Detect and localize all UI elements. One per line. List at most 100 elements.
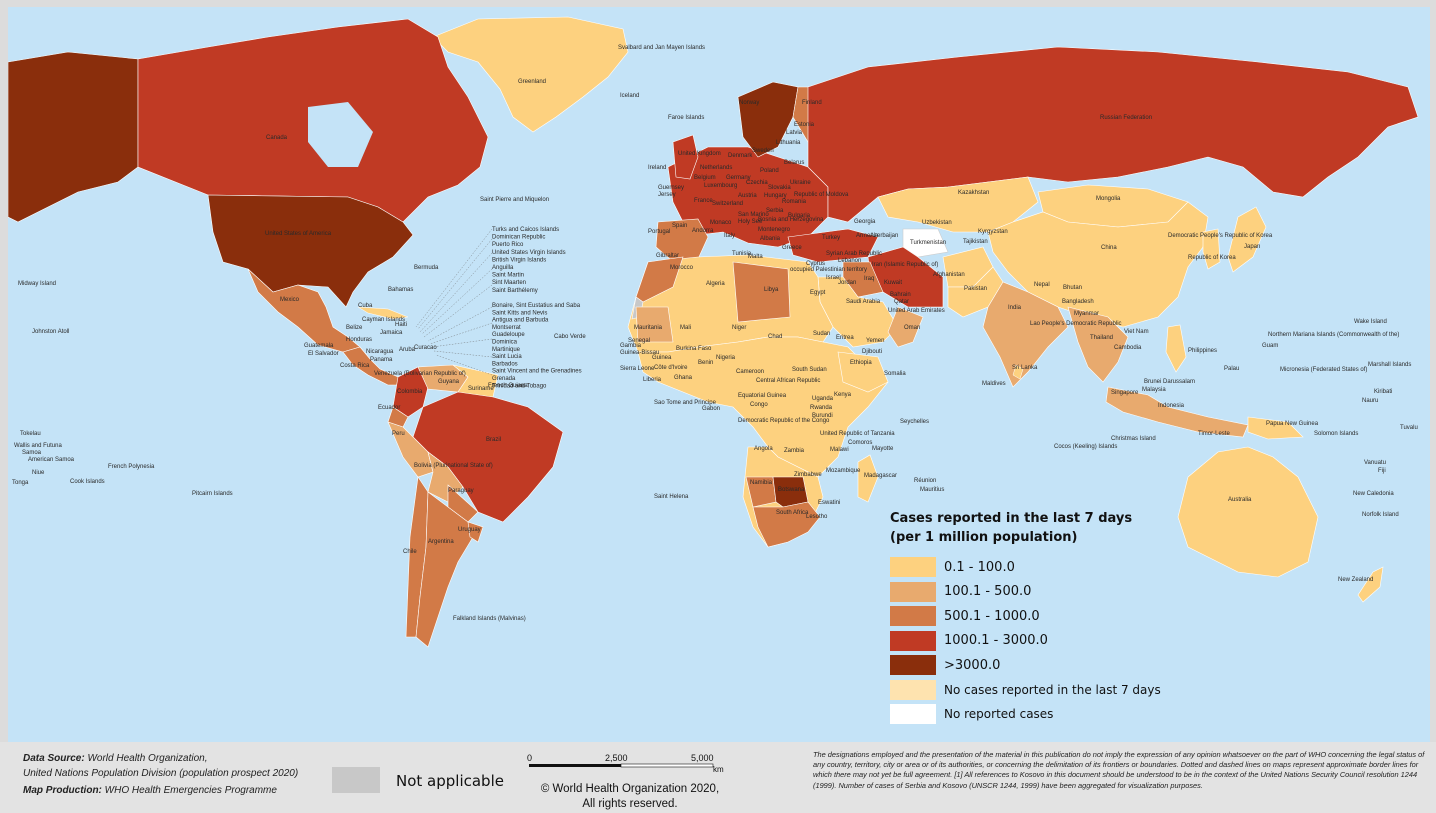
label-niger: Niger xyxy=(732,325,746,331)
label-jamaica: Jamaica xyxy=(380,330,403,336)
label-kuwait: Kuwait xyxy=(884,280,902,286)
label-eqguinea: Equatorial Guinea xyxy=(738,393,787,399)
label-tajikistan: Tajikistan xyxy=(963,239,988,245)
label-guatemala: Guatemala xyxy=(304,343,334,349)
label-malaysia: Malaysia xyxy=(1142,387,1166,393)
caribbean-list-item: Turks and Caicos Islands xyxy=(492,227,559,233)
label-elsalvador: El Salvador xyxy=(308,351,339,357)
label-cocos: Cocos (Keeling) Islands xyxy=(1054,444,1117,450)
copyright-line1: © World Health Organization 2020, xyxy=(540,783,720,795)
label-cayman: Cayman Islands xyxy=(362,317,405,323)
label-peru: Peru xyxy=(392,431,405,437)
caribbean-list-item: Sint Maarten xyxy=(492,280,526,286)
label-india: India xyxy=(1008,305,1022,311)
label-bosnia: Bosnia and Herzegovina xyxy=(758,217,824,223)
label-iran: Iran (Islamic Republic of) xyxy=(872,262,938,268)
oman-region xyxy=(887,306,924,348)
russia-region xyxy=(807,46,1419,223)
caribbean-list-item: British Virgin Islands xyxy=(492,257,546,263)
label-monaco: Monaco xyxy=(710,220,732,226)
label-bolivia: Bolivia (Plurinational State of) xyxy=(414,463,493,469)
legend-swatch xyxy=(890,557,936,578)
caribbean-list-item: Saint Barthélemy xyxy=(492,288,538,294)
label-libya: Libya xyxy=(764,287,779,293)
label-iceland: Iceland xyxy=(620,93,639,99)
label-france: France xyxy=(694,198,713,204)
label-denmark: Denmark xyxy=(728,153,753,159)
caribbean-list-item: United States Virgin Islands xyxy=(492,250,566,256)
label-netherlands: Netherlands xyxy=(700,165,732,171)
label-poland: Poland xyxy=(760,168,779,174)
label-pitcairn: Pitcairn Islands xyxy=(192,491,233,497)
label-lebanon: Lebanon xyxy=(838,258,861,264)
label-guineabissau: Guinea-Bissau xyxy=(620,350,659,356)
label-nicaragua: Nicaragua xyxy=(366,349,394,355)
label-cyprus: Cyprus xyxy=(806,261,825,267)
label-philippines: Philippines xyxy=(1188,348,1217,354)
nz-region xyxy=(1357,566,1384,603)
label-gabon: Gabon xyxy=(702,406,720,412)
label-mozambique: Mozambique xyxy=(826,468,861,474)
label-andorra: Andorra xyxy=(692,228,714,234)
legend-swatch xyxy=(890,606,936,627)
label-belize: Belize xyxy=(346,325,363,331)
label-laos: Lao People's Democratic Republic xyxy=(1030,321,1122,327)
label-wallis: Wallis and Futuna xyxy=(14,443,62,449)
label-comoros: Comoros xyxy=(848,440,872,446)
label-jersey: Jersey xyxy=(658,192,676,198)
label-caboverde: Cabo Verde xyxy=(554,334,586,340)
indonesia-region xyxy=(1105,386,1249,438)
iraq-region xyxy=(842,261,884,298)
label-somalia: Somalia xyxy=(884,371,906,377)
label-kazakhstan: Kazakhstan xyxy=(958,190,989,196)
label-norway: Norway xyxy=(739,100,759,106)
label-bulgaria: Bulgaria xyxy=(788,213,811,219)
label-turkey: Turkey xyxy=(822,235,840,241)
label-costarica: Costa Rica xyxy=(340,363,370,369)
label-svalbard: Svalbard and Jan Mayen Islands xyxy=(618,45,705,51)
label-nauru: Nauru xyxy=(1362,398,1378,404)
label-norfolk: Norfolk Island xyxy=(1362,512,1399,518)
label-belgium: Belgium xyxy=(694,175,716,181)
disclaimer: The designations employed and the presen… xyxy=(813,750,1425,790)
label-romania: Romania xyxy=(782,199,807,205)
label-car: Central African Republic xyxy=(756,378,820,384)
korea-region xyxy=(1202,228,1221,270)
label-switzerland: Switzerland xyxy=(712,201,743,207)
label-japan: Japan xyxy=(1244,244,1260,250)
world-map: Greenland Svalbard and Jan Mayen Islands… xyxy=(8,7,1430,742)
label-panama: Panama xyxy=(370,357,393,363)
data-source-line2: United Nations Population Division (popu… xyxy=(23,768,299,779)
label-frenchguiana: French Guiana xyxy=(488,383,528,389)
caribbean-list-1: Turks and Caicos Islands Dominican Republ… xyxy=(492,227,566,294)
label-albania: Albania xyxy=(760,236,781,242)
data-source-line: Data Source: World Health Organization, xyxy=(23,753,208,764)
label-srilanka: Sri Lanka xyxy=(1012,365,1038,371)
legend: Cases reported in the last 7 days (per 1… xyxy=(890,509,1190,727)
turkmenistan-region xyxy=(902,228,949,258)
label-group: Greenland Svalbard and Jan Mayen Islands… xyxy=(12,45,1418,622)
label-singapore: Singapore xyxy=(1111,390,1139,396)
label-canada: Canada xyxy=(266,135,288,141)
alaska-region xyxy=(8,51,139,223)
caribbean-list-item: Anguilla xyxy=(492,265,514,271)
caribbean-callouts: Turks and Caicos Islands Dominican Republ… xyxy=(415,227,582,389)
label-azerbaijan: Azerbaijan xyxy=(870,233,898,239)
label-micronesia: Micronesia (Federated States of) xyxy=(1280,367,1367,373)
label-cuba: Cuba xyxy=(358,303,373,309)
label-ecuador: Ecuador xyxy=(378,405,400,411)
label-luxembourg: Luxembourg xyxy=(704,183,737,189)
label-wake: Wake Island xyxy=(1354,319,1387,325)
uk-region xyxy=(672,134,699,180)
label-eswatini: Eswatini xyxy=(818,500,840,506)
caribbean-list-item: Montserrat xyxy=(492,325,521,331)
label-midway: Midway Island xyxy=(18,281,56,287)
label-brunei: Brunei Darussalam xyxy=(1144,379,1195,385)
label-sierraleone: Sierra Leone xyxy=(620,366,655,372)
label-thailand: Thailand xyxy=(1090,335,1113,341)
label-cameroon: Cameroon xyxy=(736,369,764,375)
label-haiti: Haiti xyxy=(395,322,407,328)
label-argentina: Argentina xyxy=(428,539,454,545)
label-finland: Finland xyxy=(802,100,822,106)
copyright: © World Health Organization 2020, All ri… xyxy=(530,782,730,812)
